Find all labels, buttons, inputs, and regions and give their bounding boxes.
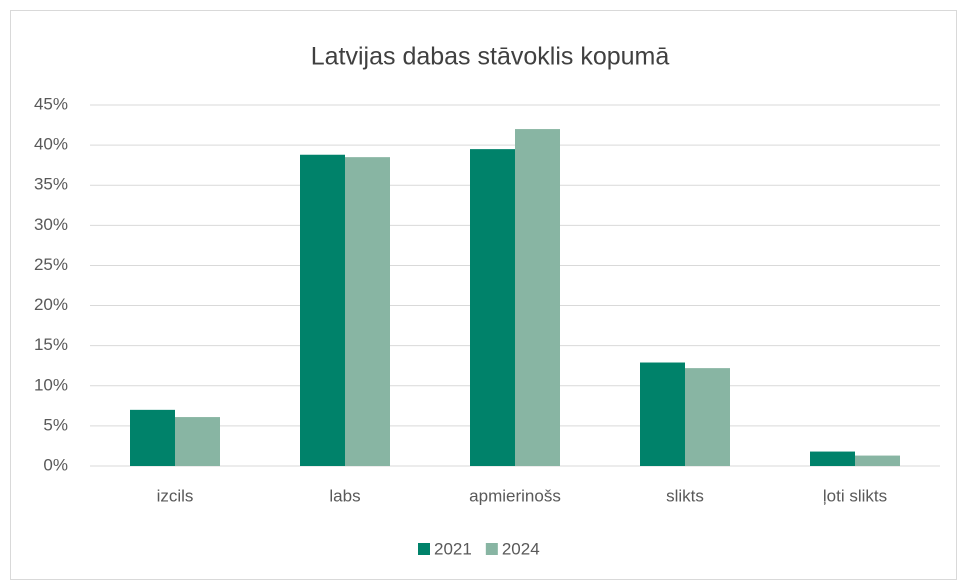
y-tick-label: 5%: [43, 415, 68, 434]
legend-swatch: [485, 543, 498, 555]
legend-label: 2024: [502, 539, 540, 558]
bar: [515, 129, 560, 467]
y-tick-label: 45%: [34, 94, 68, 113]
bar: [470, 149, 515, 466]
x-tick-label: izcils: [157, 486, 194, 505]
bar: [175, 417, 220, 466]
x-tick-label: ļoti slikts: [823, 486, 887, 505]
chart-title: Latvijas dabas stāvoklis kopumā: [311, 43, 670, 71]
bar: [640, 362, 685, 466]
bar: [345, 157, 390, 466]
y-tick-label: 30%: [34, 215, 68, 234]
legend-swatch: [418, 543, 430, 555]
x-tick-label: labs: [329, 486, 360, 505]
bar: [855, 455, 900, 466]
y-tick-label: 0%: [43, 455, 68, 474]
x-tick-label: apmierinošs: [469, 486, 561, 505]
y-tick-label: 40%: [34, 135, 68, 154]
x-tick-label: slikts: [666, 486, 704, 505]
legend-label: 2021: [434, 539, 472, 558]
y-tick-label: 35%: [34, 175, 68, 194]
y-tick-label: 20%: [34, 295, 68, 314]
bar: [130, 409, 175, 466]
bar: [810, 451, 855, 466]
y-tick-label: 10%: [34, 375, 68, 394]
y-tick-label: 15%: [34, 335, 68, 354]
bar: [685, 368, 730, 466]
y-tick-label: 25%: [34, 255, 68, 274]
bar: [300, 154, 345, 466]
